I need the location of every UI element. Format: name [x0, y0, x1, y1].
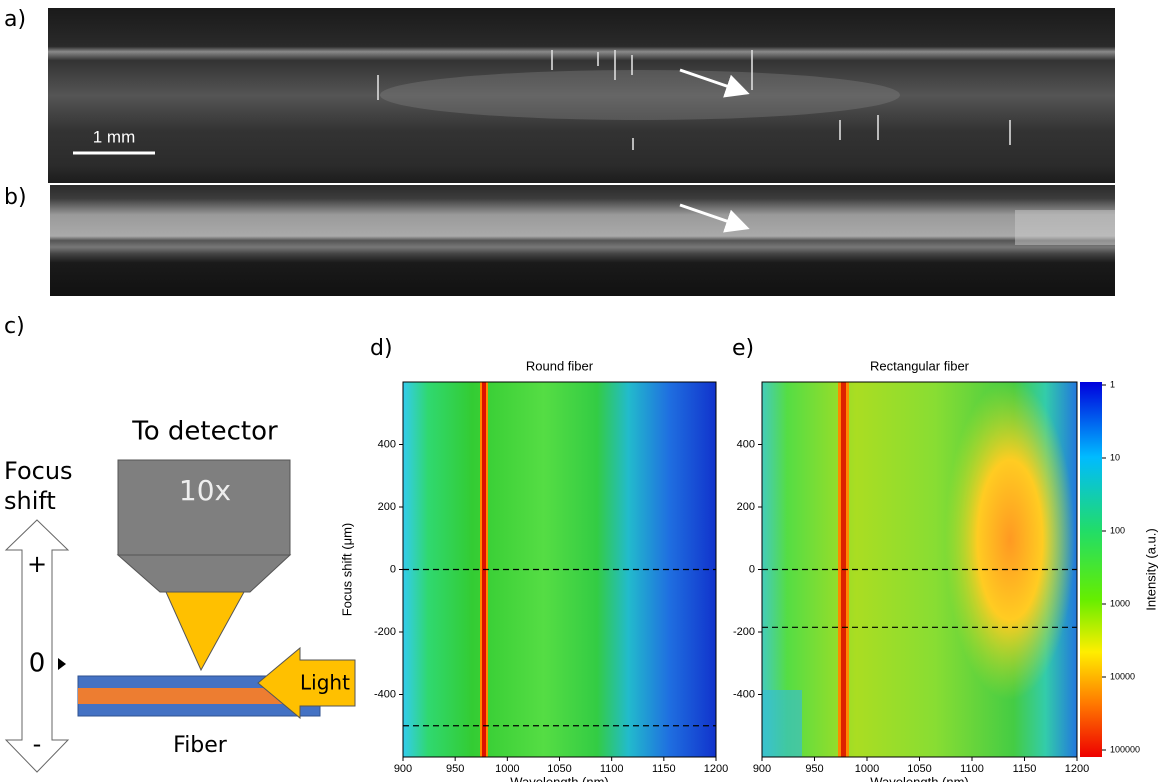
heatmap-e-image [762, 380, 1102, 757]
colorbar-tick-label: 10000 [1110, 671, 1135, 681]
y-tick-label: 400 [378, 438, 396, 450]
detector-label: To detector [131, 417, 278, 447]
x-tick-label: 900 [394, 763, 412, 775]
y-axis-label: Focus shift (μm) [339, 523, 354, 616]
panel-label: a) [4, 7, 26, 32]
y-tick-label: 200 [737, 501, 755, 513]
y-tick-label: -200 [374, 626, 396, 638]
scale-bar-label: 1 mm [93, 127, 136, 146]
x-tick-label: 1100 [600, 763, 624, 775]
colorbar-tick-label: 100000 [1110, 744, 1140, 754]
setup-diagram: To detector 10x Light Fiber Focus shift … [4, 417, 356, 773]
minus-label: - [33, 730, 42, 758]
x-tick-label: 950 [805, 763, 823, 775]
chart-title: Round fiber [526, 358, 594, 373]
x-tick-label: 1000 [855, 763, 879, 775]
y-tick-label: 0 [390, 563, 396, 575]
x-tick-label: 1200 [704, 763, 728, 775]
colorbar-label: Intensity (a.u.) [1143, 528, 1158, 610]
focus-label: shift [4, 487, 56, 515]
x-tick-label: 1000 [495, 763, 519, 775]
light-label: Light [300, 671, 350, 695]
fiber-label: Fiber [173, 733, 228, 758]
x-tick-label: 1100 [960, 763, 984, 775]
y-tick-label: -400 [733, 688, 755, 700]
colorbar-tick-label: 1 [1110, 379, 1115, 389]
x-axis-label: Wavelength (nm) [870, 774, 969, 782]
y-tick-label: 0 [749, 563, 755, 575]
objective-label: 10x [179, 474, 231, 507]
panel-label: c) [4, 314, 25, 339]
y-tick-label: 200 [378, 501, 396, 513]
x-tick-label: 950 [446, 763, 464, 775]
x-axis-label: Wavelength (nm) [510, 774, 609, 782]
y-tick-label: -400 [374, 688, 396, 700]
microscope-image-a: 1 mm [48, 8, 1115, 183]
x-tick-label: 900 [753, 763, 771, 775]
x-tick-label: 1150 [1013, 763, 1037, 775]
plus-label: + [27, 550, 47, 578]
x-tick-label: 1150 [652, 763, 676, 775]
x-tick-label: 1200 [1065, 763, 1089, 775]
panel-label: b) [4, 185, 27, 210]
colorbar-tick-label: 1000 [1110, 598, 1130, 608]
heatmap-d-image [403, 382, 716, 757]
panel-label: d) [370, 336, 393, 361]
y-tick-label: -200 [733, 626, 755, 638]
microscope-image-b [50, 185, 1115, 296]
x-tick-label: 1050 [547, 763, 571, 775]
chart-title: Rectangular fiber [870, 358, 970, 373]
zero-label: 0 [29, 649, 46, 679]
focus-label: Focus [4, 457, 73, 485]
x-tick-label: 1050 [907, 763, 931, 775]
y-tick-label: 400 [737, 438, 755, 450]
colorbar-tick-label: 10 [1110, 452, 1120, 462]
colorbar-tick-label: 100 [1110, 525, 1125, 535]
panel-label: e) [732, 336, 754, 361]
